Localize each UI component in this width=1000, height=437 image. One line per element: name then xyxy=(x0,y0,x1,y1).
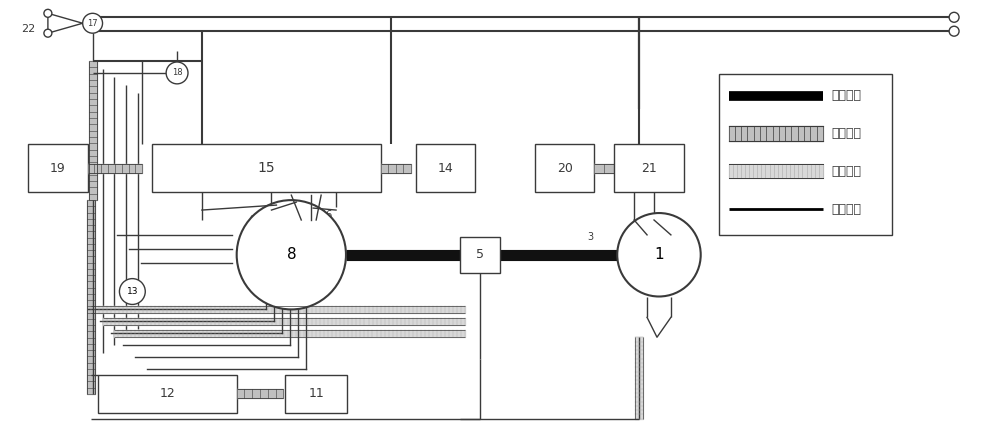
Circle shape xyxy=(949,12,959,22)
Bar xyxy=(28,145,88,192)
Circle shape xyxy=(166,62,188,84)
Text: 14: 14 xyxy=(437,162,453,175)
Text: 12: 12 xyxy=(159,387,175,400)
Text: 5: 5 xyxy=(476,248,484,261)
Bar xyxy=(98,375,237,413)
Bar xyxy=(614,145,684,192)
Circle shape xyxy=(237,200,346,309)
Bar xyxy=(535,145,594,192)
Text: 16: 16 xyxy=(321,210,333,220)
Text: 19: 19 xyxy=(50,162,66,175)
Bar xyxy=(285,375,347,413)
Bar xyxy=(416,145,475,192)
Text: 8: 8 xyxy=(287,247,296,262)
Circle shape xyxy=(617,213,701,296)
Circle shape xyxy=(44,9,52,17)
Text: 22: 22 xyxy=(21,24,35,34)
Text: 机械连接: 机械连接 xyxy=(831,89,861,102)
Bar xyxy=(152,145,381,192)
Text: 控制信号: 控制信号 xyxy=(831,127,861,140)
Text: 9: 9 xyxy=(250,215,256,225)
Text: 21: 21 xyxy=(641,162,657,175)
Text: 17: 17 xyxy=(87,19,98,28)
Circle shape xyxy=(119,279,145,305)
Circle shape xyxy=(44,29,52,37)
Text: 10: 10 xyxy=(238,236,250,246)
Text: 传感信号: 传感信号 xyxy=(831,165,861,178)
Circle shape xyxy=(83,13,103,33)
Text: 电气连接: 电气连接 xyxy=(831,203,861,215)
Text: 20: 20 xyxy=(557,162,573,175)
Bar xyxy=(460,237,500,273)
Bar xyxy=(719,74,892,235)
Text: 1: 1 xyxy=(654,247,664,262)
Text: 3: 3 xyxy=(587,232,594,242)
Circle shape xyxy=(949,26,959,36)
Text: 11: 11 xyxy=(308,387,324,400)
Text: 13: 13 xyxy=(127,287,138,296)
Text: 15: 15 xyxy=(258,161,275,175)
Text: 18: 18 xyxy=(172,69,182,77)
